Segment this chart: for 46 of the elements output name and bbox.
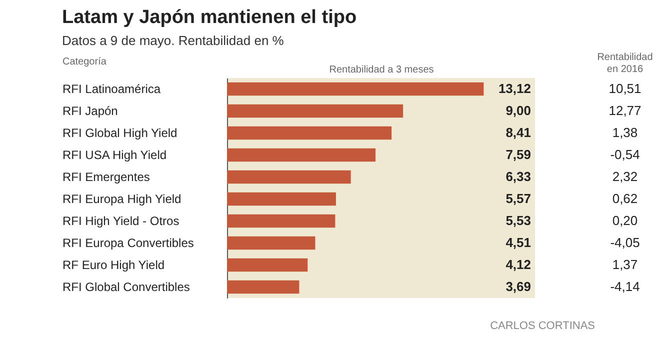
y-tick-label: RFI USA High Yield: [62, 148, 167, 162]
y-tick-label: RFI Europa Convertibles: [62, 236, 194, 250]
chart-subtitle: Datos a 9 de mayo. Rentabilidad en %: [62, 33, 284, 48]
data-label: 13,12: [498, 81, 531, 96]
data-label: 3,69: [506, 279, 531, 294]
y-tick-label: RFI Emergentes: [62, 170, 150, 184]
y-tick-label: RF Euro High Yield: [62, 258, 165, 272]
data-label: 5,53: [506, 213, 531, 228]
data-label: 5,57: [506, 191, 531, 206]
data-label: 7,59: [506, 147, 531, 162]
text: 12,77: [608, 103, 642, 118]
bar: [227, 192, 336, 206]
text: 10,51: [608, 81, 642, 96]
data-label: 4,12: [506, 257, 531, 272]
bar: [227, 258, 308, 272]
bar: [227, 82, 484, 96]
x-axis-title: Rentabilidad a 3 meses: [329, 64, 434, 76]
text: CARLOS CORTINAS: [490, 320, 595, 332]
bar: [227, 214, 336, 228]
text: Rentabilidad en 2016: [597, 52, 653, 75]
data-label: 8,41: [506, 125, 531, 140]
text: 1,37: [612, 257, 638, 272]
bar: [227, 104, 404, 118]
data-label: 6,33: [506, 169, 531, 184]
y-tick-label: RFI Europa High Yield: [62, 192, 182, 206]
bar: [227, 236, 316, 250]
bar: [227, 170, 351, 184]
y-tick-label: RFI Japón: [62, 104, 118, 118]
y-axis-title: Categoría: [62, 56, 107, 68]
text: -0,54: [610, 147, 640, 162]
text: -4,14: [610, 279, 640, 294]
text: 1,38: [612, 125, 638, 140]
y-tick-label: RFI Latinoamérica: [62, 82, 161, 96]
y-tick-label: RFI High Yield - Otros: [62, 214, 180, 228]
text: 0,62: [612, 191, 638, 206]
bar: [227, 126, 392, 140]
text: -4,05: [610, 235, 640, 250]
text: 0,20: [612, 213, 638, 228]
text: 2,32: [612, 169, 638, 184]
data-label: 9,00: [506, 103, 531, 118]
chart-title: Latam y Japón mantienen el tipo: [62, 7, 357, 28]
data-label: 4,51: [506, 235, 531, 250]
y-tick-label: RFI Global High Yield: [62, 126, 178, 140]
bar: [227, 280, 300, 294]
y-tick-label: RFI Global Convertibles: [62, 280, 190, 294]
bar: [227, 148, 376, 162]
